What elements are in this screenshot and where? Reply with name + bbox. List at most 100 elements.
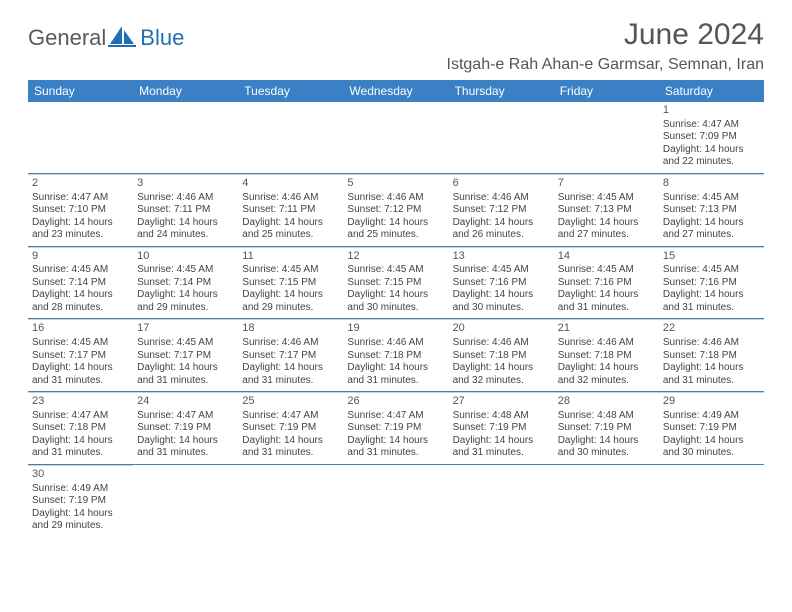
day-number: 27	[453, 395, 550, 409]
sunset-line: Sunset: 7:11 PM	[242, 204, 339, 217]
day-header: Saturday	[659, 80, 764, 102]
daylight-line: Daylight: 14 hours and 30 minutes.	[347, 289, 444, 314]
sunset-line: Sunset: 7:15 PM	[347, 277, 444, 290]
daylight-line: Daylight: 14 hours and 29 minutes.	[137, 289, 234, 314]
daylight-line: Daylight: 14 hours and 25 minutes.	[347, 217, 444, 242]
brand-name-part1: General	[28, 25, 106, 51]
sunset-line: Sunset: 7:14 PM	[32, 277, 129, 290]
day-cell: 14Sunrise: 4:45 AMSunset: 7:16 PMDayligh…	[554, 247, 659, 319]
day-number: 20	[453, 322, 550, 336]
daylight-line: Daylight: 14 hours and 31 minutes.	[137, 362, 234, 387]
day-number: 15	[663, 250, 760, 264]
day-header: Friday	[554, 80, 659, 102]
day-header: Tuesday	[238, 80, 343, 102]
sunset-line: Sunset: 7:19 PM	[453, 422, 550, 435]
sunrise-line: Sunrise: 4:46 AM	[347, 192, 444, 205]
day-cell: 1Sunrise: 4:47 AMSunset: 7:09 PMDaylight…	[659, 102, 764, 173]
daylight-line: Daylight: 14 hours and 31 minutes.	[242, 362, 339, 387]
sunrise-line: Sunrise: 4:48 AM	[558, 410, 655, 423]
day-cell: 7Sunrise: 4:45 AMSunset: 7:13 PMDaylight…	[554, 174, 659, 246]
empty-cell	[133, 102, 238, 173]
sunset-line: Sunset: 7:16 PM	[663, 277, 760, 290]
daylight-line: Daylight: 14 hours and 31 minutes.	[137, 435, 234, 460]
sunrise-line: Sunrise: 4:46 AM	[242, 337, 339, 350]
week-row: 23Sunrise: 4:47 AMSunset: 7:18 PMDayligh…	[28, 392, 764, 465]
day-number: 23	[32, 395, 129, 409]
sunrise-line: Sunrise: 4:45 AM	[137, 264, 234, 277]
sunset-line: Sunset: 7:19 PM	[32, 495, 129, 508]
daylight-line: Daylight: 14 hours and 24 minutes.	[137, 217, 234, 242]
sunset-line: Sunset: 7:09 PM	[663, 131, 760, 144]
sunset-line: Sunset: 7:12 PM	[347, 204, 444, 217]
title-block: June 2024 Istgah-e Rah Ahan-e Garmsar, S…	[447, 18, 765, 74]
sunset-line: Sunset: 7:19 PM	[242, 422, 339, 435]
sunrise-line: Sunrise: 4:47 AM	[663, 119, 760, 132]
daylight-line: Daylight: 14 hours and 31 minutes.	[242, 435, 339, 460]
sunset-line: Sunset: 7:19 PM	[347, 422, 444, 435]
calendar: SundayMondayTuesdayWednesdayThursdayFrid…	[28, 80, 764, 537]
sunset-line: Sunset: 7:10 PM	[32, 204, 129, 217]
week-row: 16Sunrise: 4:45 AMSunset: 7:17 PMDayligh…	[28, 319, 764, 392]
day-number: 18	[242, 322, 339, 336]
daylight-line: Daylight: 14 hours and 27 minutes.	[663, 217, 760, 242]
sunrise-line: Sunrise: 4:47 AM	[242, 410, 339, 423]
day-number: 10	[137, 250, 234, 264]
sunrise-line: Sunrise: 4:49 AM	[32, 483, 129, 496]
sunset-line: Sunset: 7:16 PM	[558, 277, 655, 290]
daylight-line: Daylight: 14 hours and 31 minutes.	[663, 289, 760, 314]
day-number: 13	[453, 250, 550, 264]
sunrise-line: Sunrise: 4:45 AM	[32, 264, 129, 277]
day-number: 26	[347, 395, 444, 409]
empty-cell	[449, 465, 554, 537]
sunrise-line: Sunrise: 4:45 AM	[347, 264, 444, 277]
day-number: 30	[32, 468, 129, 482]
empty-cell	[238, 102, 343, 173]
daylight-line: Daylight: 14 hours and 30 minutes.	[663, 435, 760, 460]
brand-logo: General Blue	[28, 24, 184, 51]
day-cell: 10Sunrise: 4:45 AMSunset: 7:14 PMDayligh…	[133, 247, 238, 319]
sunset-line: Sunset: 7:11 PM	[137, 204, 234, 217]
daylight-line: Daylight: 14 hours and 31 minutes.	[453, 435, 550, 460]
sunrise-line: Sunrise: 4:45 AM	[663, 264, 760, 277]
day-number: 7	[558, 177, 655, 191]
sunrise-line: Sunrise: 4:47 AM	[137, 410, 234, 423]
daylight-line: Daylight: 14 hours and 22 minutes.	[663, 144, 760, 169]
empty-cell	[133, 465, 238, 537]
sunset-line: Sunset: 7:14 PM	[137, 277, 234, 290]
week-row: 2Sunrise: 4:47 AMSunset: 7:10 PMDaylight…	[28, 174, 764, 247]
day-cell: 29Sunrise: 4:49 AMSunset: 7:19 PMDayligh…	[659, 392, 764, 464]
day-number: 5	[347, 177, 444, 191]
header: General Blue June 2024 Istgah-e Rah Ahan…	[28, 18, 764, 74]
day-cell: 15Sunrise: 4:45 AMSunset: 7:16 PMDayligh…	[659, 247, 764, 319]
day-cell: 12Sunrise: 4:45 AMSunset: 7:15 PMDayligh…	[343, 247, 448, 319]
sunset-line: Sunset: 7:13 PM	[663, 204, 760, 217]
day-number: 22	[663, 322, 760, 336]
day-number: 21	[558, 322, 655, 336]
day-header-row: SundayMondayTuesdayWednesdayThursdayFrid…	[28, 80, 764, 102]
sunrise-line: Sunrise: 4:49 AM	[663, 410, 760, 423]
daylight-line: Daylight: 14 hours and 26 minutes.	[453, 217, 550, 242]
empty-cell	[343, 102, 448, 173]
sunset-line: Sunset: 7:18 PM	[663, 350, 760, 363]
sunrise-line: Sunrise: 4:47 AM	[32, 410, 129, 423]
day-cell: 16Sunrise: 4:45 AMSunset: 7:17 PMDayligh…	[28, 319, 133, 391]
day-number: 17	[137, 322, 234, 336]
sunrise-line: Sunrise: 4:45 AM	[663, 192, 760, 205]
day-number: 16	[32, 322, 129, 336]
empty-cell	[343, 465, 448, 537]
sunrise-line: Sunrise: 4:45 AM	[558, 192, 655, 205]
daylight-line: Daylight: 14 hours and 25 minutes.	[242, 217, 339, 242]
empty-cell	[28, 102, 133, 173]
daylight-line: Daylight: 14 hours and 31 minutes.	[347, 362, 444, 387]
day-cell: 6Sunrise: 4:46 AMSunset: 7:12 PMDaylight…	[449, 174, 554, 246]
sunrise-line: Sunrise: 4:45 AM	[32, 337, 129, 350]
sunset-line: Sunset: 7:16 PM	[453, 277, 550, 290]
day-number: 4	[242, 177, 339, 191]
week-row: 30Sunrise: 4:49 AMSunset: 7:19 PMDayligh…	[28, 465, 764, 537]
sunset-line: Sunset: 7:18 PM	[558, 350, 655, 363]
day-cell: 26Sunrise: 4:47 AMSunset: 7:19 PMDayligh…	[343, 392, 448, 464]
day-cell: 17Sunrise: 4:45 AMSunset: 7:17 PMDayligh…	[133, 319, 238, 391]
sunrise-line: Sunrise: 4:45 AM	[558, 264, 655, 277]
day-cell: 9Sunrise: 4:45 AMSunset: 7:14 PMDaylight…	[28, 247, 133, 319]
day-number: 28	[558, 395, 655, 409]
